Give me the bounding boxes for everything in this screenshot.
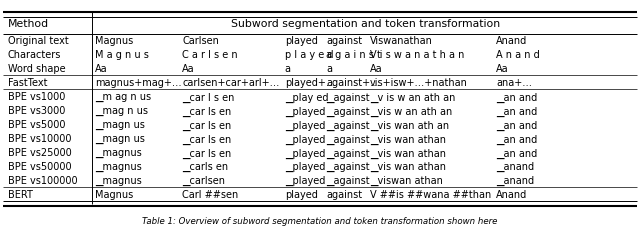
Text: ▁an and: ▁an and [496,106,537,116]
Text: ▁vis wan athan: ▁vis wan athan [370,134,446,144]
Text: Method: Method [8,19,49,28]
Text: Aa: Aa [496,64,509,74]
Text: FastText: FastText [8,78,47,88]
Text: M a g n u s: M a g n u s [95,50,148,60]
Text: ▁played: ▁played [285,106,325,116]
Text: ▁magn us: ▁magn us [95,134,145,144]
Text: ▁car ls en: ▁car ls en [182,148,232,158]
Text: ▁car ls en: ▁car ls en [182,120,232,130]
Text: ▁anand: ▁anand [496,162,534,172]
Text: played: played [285,190,317,199]
Text: ▁an and: ▁an and [496,148,537,158]
Text: ▁against: ▁against [326,162,370,172]
Text: ▁mag n us: ▁mag n us [95,106,148,116]
Text: Viswanathan: Viswanathan [370,36,433,46]
Text: carlsen+car+arl+…: carlsen+car+arl+… [182,78,280,88]
Text: played+…: played+… [285,78,335,88]
Text: Subword segmentation and token transformation: Subword segmentation and token transform… [231,19,500,28]
Text: ▁v is w an ath an: ▁v is w an ath an [370,92,455,102]
Text: vis+isw+…+nathan: vis+isw+…+nathan [370,78,468,88]
Text: ▁vis wan ath an: ▁vis wan ath an [370,120,449,130]
Text: ▁vis w an ath an: ▁vis w an ath an [370,106,452,116]
Text: V ##is ##wana ##than: V ##is ##wana ##than [370,190,491,199]
Text: ▁played: ▁played [285,120,325,130]
Text: BPE vs10000: BPE vs10000 [8,134,71,144]
Text: BPE vs1000: BPE vs1000 [8,92,65,102]
Text: Characters: Characters [8,50,61,60]
Text: against: against [326,190,362,199]
Text: BPE vs5000: BPE vs5000 [8,120,65,130]
Text: ▁carlsen: ▁carlsen [182,176,225,186]
Text: ▁against: ▁against [326,106,370,116]
Text: ▁vis wan athan: ▁vis wan athan [370,148,446,158]
Text: BPE vs25000: BPE vs25000 [8,148,72,158]
Text: Aa: Aa [95,64,108,74]
Text: ▁car l s en: ▁car l s en [182,92,235,102]
Text: Magnus: Magnus [95,190,133,199]
Text: Table 1: Overview of subword segmentation and token transformation shown here: Table 1: Overview of subword segmentatio… [142,216,498,226]
Text: ▁anand: ▁anand [496,176,534,186]
Text: ▁car ls en: ▁car ls en [182,134,232,144]
Text: against+…: against+… [326,78,380,88]
Text: ▁against: ▁against [326,120,370,130]
Text: Anand: Anand [496,190,527,199]
Text: ▁viswan athan: ▁viswan athan [370,176,443,186]
Text: played: played [285,36,317,46]
Text: a g a i n s t: a g a i n s t [326,50,381,60]
Text: Carlsen: Carlsen [182,36,220,46]
Text: Anand: Anand [496,36,527,46]
Text: ana+…: ana+… [496,78,532,88]
Text: BPE vs100000: BPE vs100000 [8,176,77,185]
Text: ▁an and: ▁an and [496,134,537,144]
Text: ▁magn us: ▁magn us [95,120,145,130]
Text: Carl ##sen: Carl ##sen [182,190,239,199]
Text: p l a y e d: p l a y e d [285,50,333,60]
Text: ▁against: ▁against [326,134,370,144]
Text: ▁played: ▁played [285,148,325,158]
Text: ▁played: ▁played [285,134,325,144]
Text: magnus+mag+…: magnus+mag+… [95,78,181,88]
Text: ▁played: ▁played [285,176,325,186]
Text: ▁m ag n us: ▁m ag n us [95,92,151,102]
Text: ▁magnus: ▁magnus [95,176,141,185]
Text: BERT: BERT [8,190,33,199]
Text: ▁against: ▁against [326,176,370,186]
Text: ▁vis wan athan: ▁vis wan athan [370,162,446,172]
Text: Word shape: Word shape [8,64,65,74]
Text: a: a [285,64,291,74]
Text: ▁played: ▁played [285,162,325,172]
Text: BPE vs50000: BPE vs50000 [8,162,71,172]
Text: ▁carls en: ▁carls en [182,162,228,172]
Text: Aa: Aa [182,64,195,74]
Text: ▁an and: ▁an and [496,92,537,102]
Text: ▁against: ▁against [326,148,370,158]
Text: Original text: Original text [8,36,68,46]
Text: against: against [326,36,362,46]
Text: ▁magnus: ▁magnus [95,162,141,172]
Text: Magnus: Magnus [95,36,133,46]
Text: ▁car ls en: ▁car ls en [182,106,232,116]
Text: ▁against: ▁against [326,92,370,102]
Text: a: a [326,64,332,74]
Text: C a r l s e n: C a r l s e n [182,50,238,60]
Text: ▁play ed: ▁play ed [285,92,328,102]
Text: Aa: Aa [370,64,383,74]
Text: V i s w a n a t h a n: V i s w a n a t h a n [370,50,464,60]
Text: ▁an and: ▁an and [496,120,537,130]
Text: A n a n d: A n a n d [496,50,540,60]
Text: ▁magnus: ▁magnus [95,148,141,158]
Text: BPE vs3000: BPE vs3000 [8,106,65,116]
